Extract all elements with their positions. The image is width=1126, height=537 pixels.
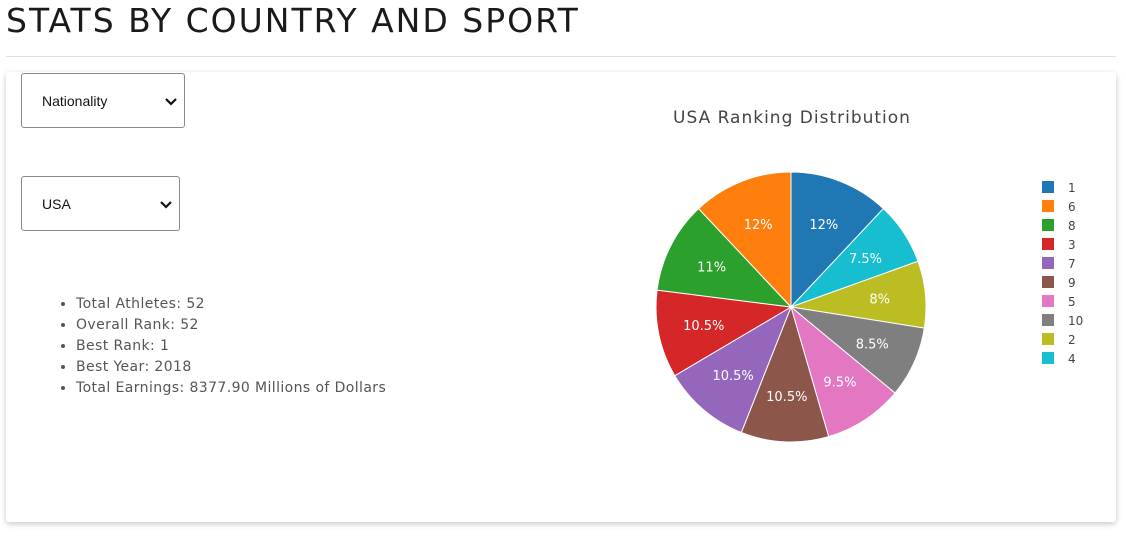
legend-swatch-5[interactable] (1042, 295, 1054, 307)
chart-title: USA Ranking Distribution (673, 108, 911, 128)
page-title: STATS BY COUNTRY AND SPORT (6, 1, 580, 40)
stats-card: Nationality USA Total Athletes: 52 Overa… (6, 72, 1116, 522)
chevron-down-icon (160, 200, 172, 209)
chart-legend[interactable]: 1 6 8 3 7 9 5 10 2 4 (1042, 181, 1083, 366)
pie-slices (655, 171, 927, 443)
pie-slice-label-2: 8% (869, 293, 890, 308)
chevron-down-icon (165, 97, 177, 106)
stats-list: Total Athletes: 52 Overall Rank: 52 Best… (56, 294, 386, 399)
pie-labels: 12% 7.5% 8% 8.5% 9.5% 10.5% 10.5% 10.5% 11% 12% (683, 218, 890, 405)
pie-slice-6[interactable] (697, 171, 792, 309)
legend-swatch-8[interactable] (1042, 219, 1054, 231)
pie-slice-label-8: 11% (697, 261, 726, 276)
legend-label-5[interactable]: 5 (1068, 295, 1076, 309)
title-divider (6, 56, 1116, 57)
pie-slice-label-4: 7.5% (849, 252, 882, 267)
pie-slice-5[interactable] (790, 305, 896, 438)
pie-slice-label-10: 8.5% (856, 338, 889, 353)
legend-swatch-4[interactable] (1042, 352, 1054, 364)
stat-overall-rank: Overall Rank: 52 (76, 315, 386, 336)
legend-label-6[interactable]: 6 (1068, 200, 1076, 214)
legend-label-10[interactable]: 10 (1068, 314, 1083, 328)
legend-label-4[interactable]: 4 (1068, 352, 1076, 366)
legend-swatch-1[interactable] (1042, 181, 1054, 193)
group-by-select-value: Nationality (42, 92, 108, 109)
pie-slice-label-1: 12% (809, 218, 838, 233)
ranking-pie-chart: USA Ranking Distribution 12% 7.5% 8% 8.5% 9.… (655, 108, 1083, 443)
pie-slice-label-6: 12% (744, 218, 773, 233)
pie-slice-label-9: 10.5% (766, 390, 807, 405)
stat-best-year: Best Year: 2018 (76, 357, 386, 378)
stat-best-rank: Best Rank: 1 (76, 336, 386, 357)
country-select-value: USA (42, 195, 71, 212)
pie-slice-3[interactable] (655, 289, 793, 377)
legend-swatch-9[interactable] (1042, 276, 1054, 288)
stat-total-athletes: Total Athletes: 52 (76, 294, 386, 315)
pie-slice-9[interactable] (740, 305, 830, 443)
legend-label-2[interactable]: 2 (1068, 333, 1076, 347)
pie-slice-label-7: 10.5% (712, 369, 753, 384)
legend-label-9[interactable]: 9 (1068, 276, 1076, 290)
legend-swatch-6[interactable] (1042, 200, 1054, 212)
legend-swatch-7[interactable] (1042, 257, 1054, 269)
legend-swatch-3[interactable] (1042, 238, 1054, 250)
pie-slice-label-3: 10.5% (683, 319, 724, 334)
legend-label-1[interactable]: 1 (1068, 181, 1076, 195)
legend-swatch-10[interactable] (1042, 314, 1054, 326)
pie-slice-8[interactable] (656, 207, 793, 308)
stat-total-earnings: Total Earnings: 8377.90 Millions of Doll… (76, 378, 386, 399)
country-select[interactable]: USA (21, 176, 180, 231)
pie-slice-label-5: 9.5% (823, 375, 856, 390)
legend-label-3[interactable]: 3 (1068, 238, 1076, 252)
legend-swatch-2[interactable] (1042, 333, 1054, 345)
pie-slice-7[interactable] (674, 305, 793, 434)
group-by-select[interactable]: Nationality (21, 73, 185, 128)
legend-label-8[interactable]: 8 (1068, 219, 1076, 233)
pie-slice-1[interactable] (790, 171, 885, 309)
legend-label-7[interactable]: 7 (1068, 257, 1076, 271)
